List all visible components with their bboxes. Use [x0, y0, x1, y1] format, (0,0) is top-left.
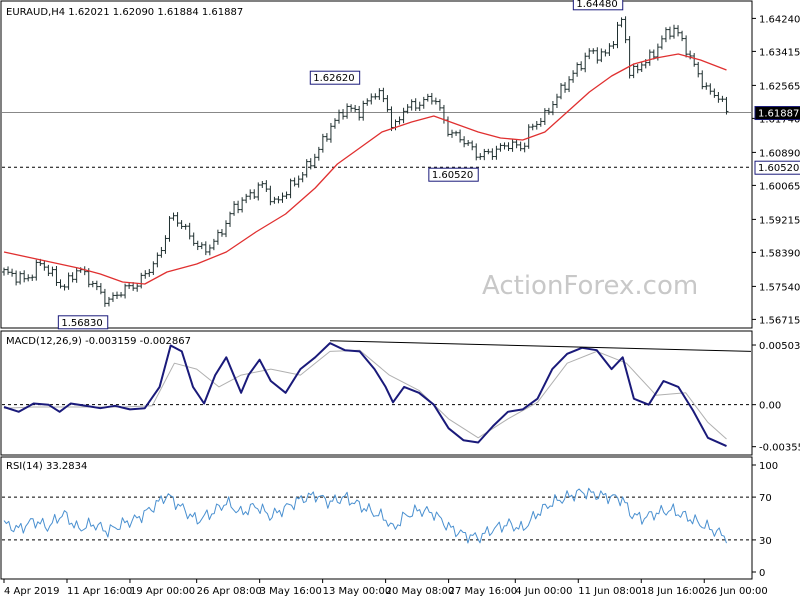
macd-signal-line — [3, 349, 727, 440]
rsi-axis-tick-label: 0 — [759, 568, 765, 579]
price-layer: 1.642401.634151.625651.617401.608901.600… — [2, 0, 800, 330]
x-tick-label: 19 Apr 00:00 — [130, 586, 195, 597]
macd-axis-tick-label: 0.00 — [759, 401, 781, 412]
price-annotation-box — [309, 70, 361, 85]
x-tick-label: 11 Apr 16:00 — [67, 586, 132, 597]
current-price-label: 1.61887 — [758, 109, 799, 120]
price-axis-tick-label: 1.62565 — [759, 81, 800, 92]
price-annotation-box — [428, 167, 479, 182]
rsi-axis-tick-label: 30 — [759, 536, 772, 547]
watermark: ActionForex.com — [482, 271, 698, 301]
x-tick-label: 3 May 16:00 — [260, 586, 322, 597]
macd-line — [3, 342, 727, 448]
price-axis-tick-label: 1.64240 — [759, 14, 800, 25]
price-panel-frame — [0, 0, 753, 329]
rsi-label: RSI(14) 33.2834 — [6, 461, 87, 472]
price-axis-tick-label: 1.60065 — [759, 181, 800, 192]
x-tick-label: 18 Jun 16:00 — [641, 586, 705, 597]
rsi-axis-tick-label: 100 — [759, 461, 778, 472]
price-annotation: 1.56830 — [61, 318, 102, 329]
support-price-label-box — [754, 160, 800, 175]
x-tick-label: 26 Jun 00:00 — [704, 586, 768, 597]
macd-axis-tick-label: 0.005038 — [759, 341, 800, 352]
price-axis-tick-label: 1.56715 — [759, 315, 800, 326]
x-tick-label: 11 Jun 08:00 — [578, 586, 642, 597]
x-tick-label: 27 May 16:00 — [449, 586, 518, 597]
price-annotation: 1.60520 — [432, 170, 473, 181]
x-tick-label: 26 Apr 08:00 — [197, 586, 262, 597]
price-axis-tick-label: 1.60890 — [759, 148, 800, 159]
price-axis-tick-label: 1.63415 — [759, 47, 800, 58]
support-price-label: 1.60520 — [758, 163, 799, 174]
price-annotation: 1.62620 — [313, 73, 354, 84]
price-axis-tick-label: 1.58390 — [759, 248, 800, 259]
price-annotation-box — [572, 0, 624, 11]
price-annotation: 1.64480 — [576, 0, 617, 10]
macd-label: MACD(12,26,9) -0.003159 -0.002867 — [6, 336, 191, 347]
price-axis-tick-label: 1.59215 — [759, 215, 800, 226]
current-price-label-box — [754, 106, 800, 121]
x-tick-label: 13 May 00:00 — [323, 586, 392, 597]
x-tick-label: 4 Jun 00:00 — [515, 586, 572, 597]
price-axis-tick-label: 1.57540 — [759, 282, 800, 293]
macd-trendline — [330, 340, 752, 352]
rsi-layer: 100 70 30 0 — [2, 461, 778, 579]
macd-layer: 0.005038 0.00 -0.00355 — [2, 340, 800, 454]
macd-panel-frame — [0, 330, 753, 456]
rsi-panel-frame — [0, 456, 753, 580]
macd-axis-tick-label: -0.00355 — [759, 443, 800, 454]
rsi-line — [3, 487, 727, 544]
price-annotation-box — [57, 315, 109, 330]
x-tick-label: 4 Apr 2019 — [4, 586, 59, 597]
x-tick-label: 20 May 08:00 — [386, 586, 455, 597]
moving-average-line — [3, 53, 727, 285]
rsi-axis-tick-label: 70 — [759, 493, 772, 504]
price-header: EURAUD,H4 1.62021 1.62090 1.61884 1.6188… — [6, 7, 243, 18]
